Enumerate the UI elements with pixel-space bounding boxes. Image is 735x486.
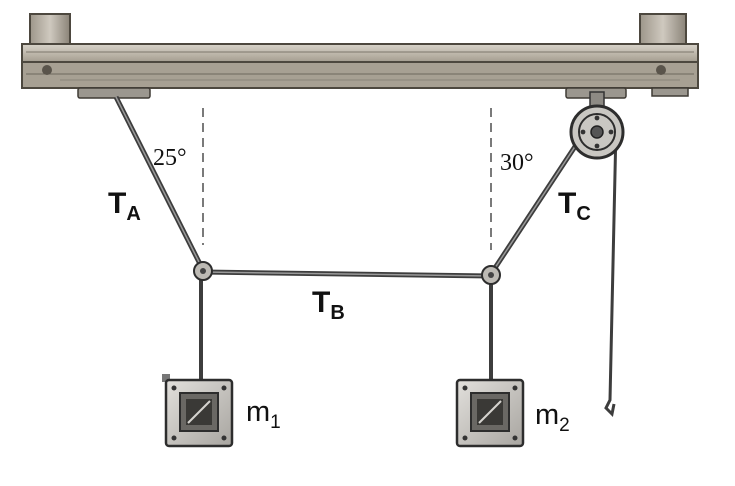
mass-1-symbol: m (246, 396, 271, 428)
mass-1-subscript: 1 (270, 412, 281, 433)
mass-2-subscript: 2 (559, 415, 570, 436)
tension-a-subscript: A (126, 203, 141, 225)
left-bracket (77, 87, 151, 99)
pulley-rope-end (604, 127, 618, 418)
mass-2-symbol: m (535, 399, 560, 431)
knot-left-icon (193, 261, 213, 281)
ceiling-beam (21, 43, 699, 89)
bolt-icon (42, 65, 52, 75)
tension-b-symbol: T (312, 286, 331, 319)
pulley-icon (569, 91, 625, 160)
bolt-icon (656, 65, 666, 75)
tension-c-label: TC (558, 187, 591, 225)
mass-1-label: m1 (246, 396, 281, 433)
knot-right-icon (481, 265, 501, 285)
tension-b-subscript: B (330, 302, 345, 324)
angle-right-label: 30° (500, 150, 534, 176)
angle-left-label: 25° (153, 145, 187, 171)
mass-2-label: m2 (535, 399, 570, 436)
tension-a-label: TA (108, 187, 141, 225)
tension-c-subscript: C (576, 203, 591, 225)
mass-box-2 (455, 378, 525, 448)
tension-b-label: TB (312, 286, 345, 324)
tension-c-symbol: T (558, 187, 577, 220)
tension-a-symbol: T (108, 187, 127, 220)
mass-box-1 (162, 374, 234, 448)
